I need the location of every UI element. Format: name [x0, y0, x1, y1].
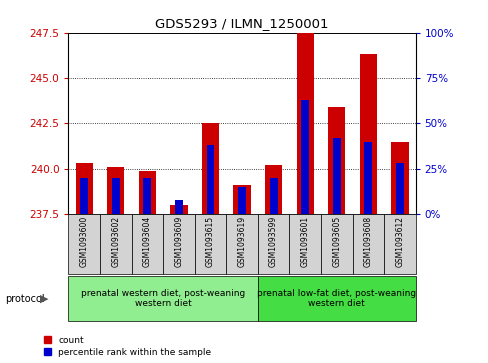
- Text: GSM1093602: GSM1093602: [111, 216, 120, 267]
- Text: prenatal western diet, post-weaning
western diet: prenatal western diet, post-weaning west…: [81, 289, 245, 308]
- Bar: [301, 100, 308, 214]
- Bar: [364, 142, 371, 214]
- Text: GSM1093601: GSM1093601: [300, 216, 309, 267]
- Bar: [359, 54, 376, 214]
- Bar: [332, 138, 340, 214]
- Bar: [269, 178, 277, 214]
- Bar: [76, 163, 93, 214]
- Legend: count, percentile rank within the sample: count, percentile rank within the sample: [43, 336, 211, 357]
- Text: GSM1093600: GSM1093600: [80, 216, 88, 267]
- Text: GSM1093612: GSM1093612: [395, 216, 404, 267]
- Bar: [390, 142, 407, 214]
- Text: prenatal low-fat diet, post-weaning
western diet: prenatal low-fat diet, post-weaning west…: [257, 289, 415, 308]
- Bar: [233, 185, 250, 214]
- Bar: [395, 163, 403, 214]
- Bar: [112, 178, 120, 214]
- Bar: [139, 171, 156, 214]
- Bar: [107, 167, 124, 214]
- Bar: [238, 187, 245, 214]
- Text: GSM1093609: GSM1093609: [174, 216, 183, 267]
- Bar: [175, 200, 183, 214]
- Text: ▶: ▶: [40, 294, 48, 303]
- Bar: [202, 123, 219, 214]
- Title: GDS5293 / ILMN_1250001: GDS5293 / ILMN_1250001: [155, 17, 328, 30]
- Text: GSM1093619: GSM1093619: [237, 216, 246, 267]
- Bar: [327, 107, 345, 214]
- Text: GSM1093608: GSM1093608: [363, 216, 372, 267]
- Bar: [206, 145, 214, 214]
- Bar: [143, 178, 151, 214]
- Bar: [264, 165, 282, 214]
- Bar: [80, 178, 88, 214]
- Text: GSM1093599: GSM1093599: [268, 216, 278, 267]
- Text: protocol: protocol: [5, 294, 44, 303]
- Text: GSM1093615: GSM1093615: [205, 216, 215, 267]
- Bar: [170, 205, 187, 214]
- Text: GSM1093604: GSM1093604: [142, 216, 152, 267]
- Text: GSM1093605: GSM1093605: [331, 216, 341, 267]
- Bar: [296, 33, 313, 214]
